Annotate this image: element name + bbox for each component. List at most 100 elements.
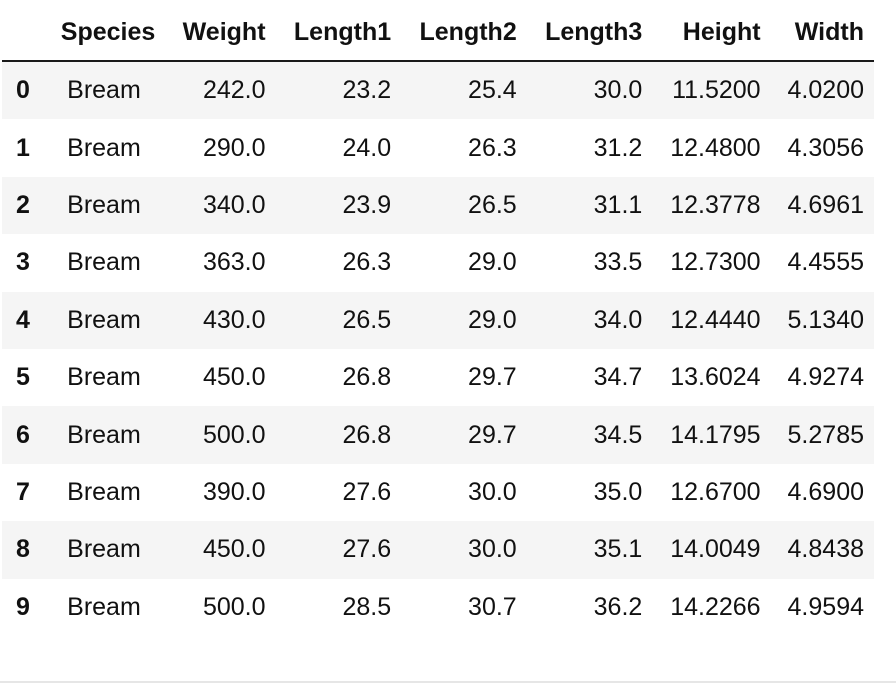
cell-weight: 450.0: [202, 535, 266, 564]
cell-length2: 29.7: [468, 363, 517, 392]
cell-length2: 30.0: [468, 535, 517, 564]
cell-length1: 26.8: [342, 420, 392, 449]
column-header-length3: Length3: [526, 5, 653, 62]
cell-length2: 25.4: [468, 76, 517, 105]
cell-height: 13.6024: [670, 363, 761, 392]
row-index: 8: [16, 535, 30, 564]
cell-length1: 26.5: [342, 305, 392, 334]
cell-species: Bream: [67, 477, 141, 506]
cell-weight: 450.0: [202, 363, 266, 392]
cell-species: Bream: [67, 190, 141, 219]
cell-weight: 500.0: [202, 592, 266, 621]
cell-species: Bream: [67, 305, 141, 334]
table-row: 5 Bream 450.0 26.8 29.7 34.7 13.6024 4.9274: [2, 348, 874, 407]
cell-length1: 27.6: [342, 477, 392, 506]
cell-width: 4.4555: [787, 248, 864, 277]
table-row: 4 Bream 430.0 26.5 29.0 34.0 12.4440 5.1340: [2, 291, 874, 349]
cell-height: 14.0049: [670, 535, 761, 564]
cell-length1: 23.9: [342, 190, 392, 219]
row-index: 9: [16, 592, 30, 621]
row-index: 2: [16, 190, 30, 219]
cell-height: 14.2266: [670, 592, 761, 621]
cell-weight: 242.0: [202, 76, 266, 105]
row-index: 4: [16, 305, 30, 334]
column-header-species: Species: [42, 5, 166, 62]
cell-length3: 30.0: [593, 76, 643, 105]
cell-length1: 24.0: [342, 133, 392, 162]
cell-width: 4.6961: [787, 190, 864, 219]
cell-height: 12.6700: [670, 477, 761, 506]
cell-length2: 30.0: [468, 477, 517, 506]
cell-weight: 340.0: [202, 190, 266, 219]
cell-length3: 34.0: [593, 305, 643, 334]
cell-species: Bream: [67, 248, 141, 277]
cell-width: 5.2785: [787, 420, 864, 449]
cell-height: 12.4800: [670, 133, 761, 162]
cell-width: 4.9594: [787, 592, 864, 621]
cell-length3: 31.1: [593, 190, 643, 219]
cell-weight: 363.0: [202, 248, 266, 277]
cell-species: Bream: [67, 363, 141, 392]
dataframe-table: Species Weight Length1 Length2 Length3 H…: [2, 5, 874, 636]
cell-length3: 35.0: [593, 477, 643, 506]
table-row: 1 Bream 290.0 24.0 26.3 31.2 12.4800 4.3056: [2, 119, 874, 177]
table-row: 6 Bream 500.0 26.8 29.7 34.5 14.1795 5.2785: [2, 406, 874, 464]
cell-height: 11.5200: [672, 76, 761, 105]
cell-weight: 290.0: [202, 133, 266, 162]
cell-species: Bream: [67, 592, 141, 621]
cell-length1: 28.5: [342, 592, 392, 621]
table-header: Species Weight Length1 Length2 Length3 H…: [2, 5, 874, 62]
row-index: 5: [16, 363, 30, 392]
row-index: 3: [16, 248, 30, 277]
column-header-weight: Weight: [165, 5, 276, 62]
table-row: 7 Bream 390.0 27.6 30.0 35.0 12.6700 4.6900: [2, 463, 874, 522]
cell-length2: 29.7: [468, 420, 517, 449]
cell-length3: 35.1: [593, 535, 643, 564]
cell-width: 4.0200: [787, 76, 864, 105]
cell-weight: 500.0: [202, 420, 266, 449]
table-row: 3 Bream 363.0 26.3 29.0 33.5 12.7300 4.4555: [2, 234, 874, 292]
cell-weight: 390.0: [202, 477, 266, 506]
cell-width: 4.6900: [787, 477, 864, 506]
cell-length3: 31.2: [593, 133, 643, 162]
cell-length2: 30.7: [468, 592, 517, 621]
cell-length3: 36.2: [593, 592, 643, 621]
cell-length2: 29.0: [468, 248, 517, 277]
column-header-width: Width: [770, 5, 874, 62]
cell-length2: 26.5: [468, 190, 517, 219]
cell-height: 12.3778: [670, 190, 761, 219]
column-header-length1: Length1: [275, 5, 402, 62]
cell-length2: 29.0: [468, 305, 517, 334]
table-row: 8 Bream 450.0 27.6 30.0 35.1 14.0049 4.8438: [2, 521, 874, 579]
row-index: 1: [16, 133, 30, 162]
cell-length1: 23.2: [342, 76, 392, 105]
cell-width: 4.3056: [787, 133, 864, 162]
cell-length3: 34.7: [593, 363, 643, 392]
header-row: Species Weight Length1 Length2 Length3 H…: [2, 5, 874, 62]
cell-height: 12.4440: [670, 305, 761, 334]
table-body: 0 Bream 242.0 23.2 25.4 30.0 11.5200 4.0200 1 Bre…: [2, 61, 874, 636]
table-row: 9 Bream 500.0 28.5 30.7 36.2 14.2266 4.9594: [2, 578, 874, 636]
table-row: 2 Bream 340.0 23.9 26.5 31.1 12.3778 4.6961: [2, 176, 874, 235]
cell-width: 4.9274: [787, 363, 864, 392]
cell-species: Bream: [67, 535, 141, 564]
cell-height: 12.7300: [670, 248, 761, 277]
cell-length1: 27.6: [342, 535, 392, 564]
column-header-length2: Length2: [401, 5, 527, 62]
cell-length3: 34.5: [593, 420, 643, 449]
cell-width: 4.8438: [787, 535, 864, 564]
cell-length3: 33.5: [593, 248, 643, 277]
table-row: 0 Bream 242.0 23.2 25.4 30.0 11.5200 4.0200: [2, 61, 874, 120]
cell-species: Bream: [67, 133, 141, 162]
row-index: 7: [16, 477, 30, 506]
cell-length2: 26.3: [468, 133, 517, 162]
cell-height: 14.1795: [670, 420, 761, 449]
cell-species: Bream: [67, 76, 141, 105]
row-index: 6: [16, 420, 30, 449]
index-header: [2, 5, 43, 62]
cell-length1: 26.3: [342, 248, 392, 277]
column-header-height: Height: [652, 5, 771, 62]
cell-width: 5.1340: [787, 305, 864, 334]
cell-species: Bream: [67, 420, 141, 449]
